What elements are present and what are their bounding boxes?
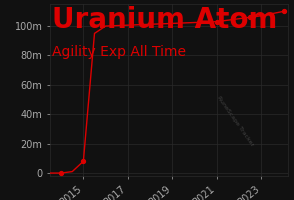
Text: Uranium Atom: Uranium Atom [52,6,278,34]
Text: RuneScape Tracker: RuneScape Tracker [216,95,255,147]
Text: Agility Exp All Time: Agility Exp All Time [52,45,186,59]
